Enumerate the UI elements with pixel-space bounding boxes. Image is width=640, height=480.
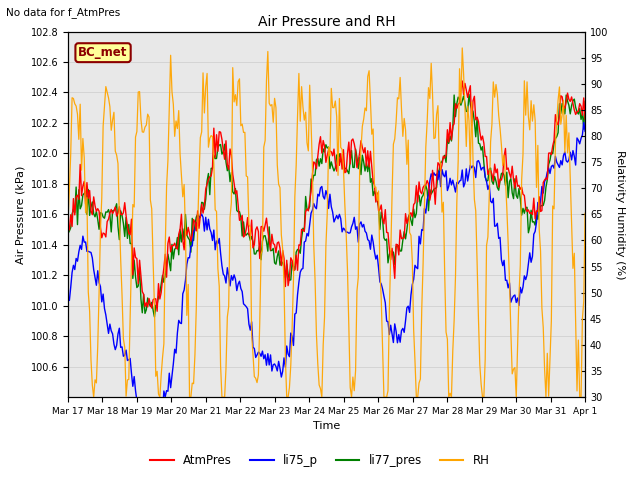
Y-axis label: Relativity Humidity (%): Relativity Humidity (%) xyxy=(615,150,625,279)
X-axis label: Time: Time xyxy=(313,421,340,432)
Legend: AtmPres, li75_p, li77_pres, RH: AtmPres, li75_p, li77_pres, RH xyxy=(146,449,494,472)
Title: Air Pressure and RH: Air Pressure and RH xyxy=(258,15,396,29)
Text: No data for f_AtmPres: No data for f_AtmPres xyxy=(6,7,121,18)
Text: BC_met: BC_met xyxy=(78,46,128,59)
Y-axis label: Air Pressure (kPa): Air Pressure (kPa) xyxy=(15,165,25,264)
